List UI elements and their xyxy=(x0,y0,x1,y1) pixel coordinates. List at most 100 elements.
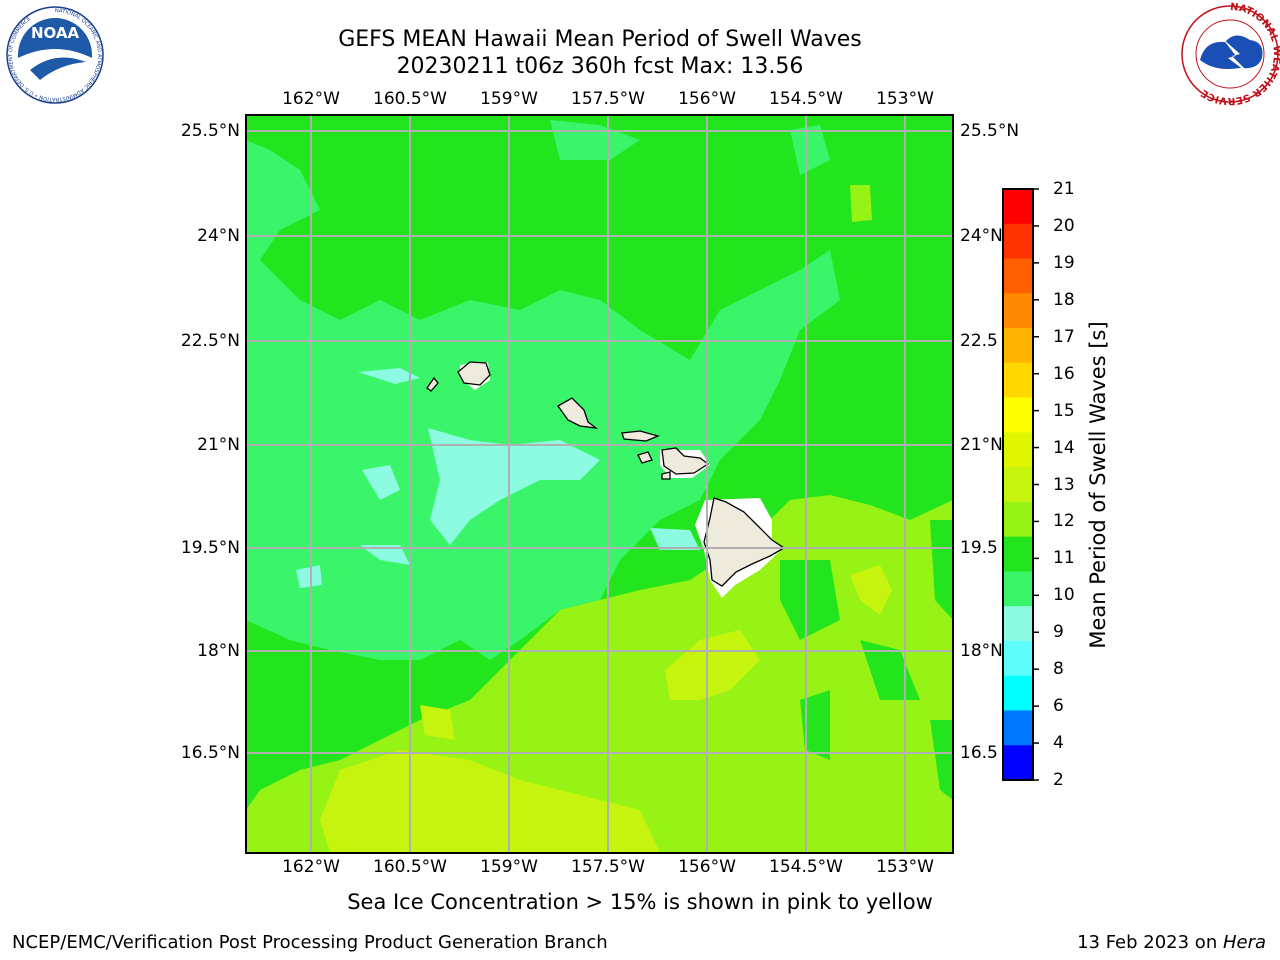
colorbar-segment xyxy=(1003,189,1033,225)
chart-subtitle: 20230211 t06z 360h fcst Max: 13.56 xyxy=(396,54,804,79)
lon-label-bottom: 157.5°W xyxy=(571,857,645,877)
lat-label-right: 18°N xyxy=(960,641,1003,661)
colorbar-segment xyxy=(1003,362,1033,399)
contour-11-12-f xyxy=(850,185,872,222)
colorbar-tick-label: 2 xyxy=(1053,770,1064,790)
colorbar-segment xyxy=(1003,467,1033,503)
lon-label-bottom: 162°W xyxy=(282,857,340,877)
colorbar-segment xyxy=(1003,606,1033,642)
lat-label-right: 16.5 xyxy=(960,743,998,763)
map-frame xyxy=(245,114,954,854)
colorbar-segment xyxy=(1003,223,1033,260)
island-kauai xyxy=(457,361,491,386)
colorbar-tick-label: 18 xyxy=(1053,289,1075,310)
lat-label-left: 25.5°N xyxy=(180,121,240,141)
lon-label-bottom: 159°W xyxy=(480,857,538,877)
noaa-logo-text: NOAA xyxy=(31,24,80,42)
footer-machine: Hera xyxy=(1222,932,1266,953)
contour-9-10-e xyxy=(296,565,322,588)
contour-11-12-a xyxy=(780,560,840,640)
lon-label-top: 153°W xyxy=(876,89,934,109)
colorbar-segment xyxy=(1003,536,1033,572)
colorbar-tick-label: 13 xyxy=(1053,474,1075,495)
colorbar-tick-label: 8 xyxy=(1053,659,1064,680)
colorbar-tick-label: 20 xyxy=(1053,215,1075,236)
colorbar-tick-label: 21 xyxy=(1053,179,1075,199)
nws-logo: NATIONAL WEATHER SERVICE xyxy=(1181,2,1280,106)
lon-label-top: 162°W xyxy=(282,89,340,109)
colorbar-tick-label: 19 xyxy=(1053,252,1075,273)
lat-label-right: 19.5 xyxy=(960,538,998,558)
colorbar-tick-label: 9 xyxy=(1053,622,1064,643)
lon-label-bottom: 154.5°W xyxy=(769,857,843,877)
contour-10-11 xyxy=(246,140,840,660)
noaa-logo: NOAA NATIONAL OCEANIC AND ATMOSPHERIC AD… xyxy=(6,6,104,104)
island-kahoolawe xyxy=(661,471,671,480)
lat-label-left: 18°N xyxy=(197,641,240,661)
chart-title: GEFS MEAN Hawaii Mean Period of Swell Wa… xyxy=(338,27,862,52)
lon-label-top: 157.5°W xyxy=(571,89,645,109)
lon-label-bottom: 153°W xyxy=(876,857,934,877)
colorbar-tick-label: 17 xyxy=(1053,326,1075,347)
colorbar-tick-label: 11 xyxy=(1053,548,1075,569)
contour-9-10-d xyxy=(360,545,410,565)
contour-13-14-b xyxy=(665,630,760,700)
lon-label-top: 154.5°W xyxy=(769,89,843,109)
contour-13-14-d xyxy=(420,705,455,740)
colorbar-tick-label: 14 xyxy=(1053,437,1075,458)
colorbar-segment xyxy=(1003,745,1033,781)
colorbar-segment xyxy=(1003,258,1033,294)
contour-11-12-d xyxy=(800,690,830,760)
contour-13-14-a xyxy=(320,750,660,853)
colorbar-segment xyxy=(1003,571,1033,607)
sea-ice-footnote: Sea Ice Concentration > 15% is shown in … xyxy=(347,890,933,914)
lat-label-right: 22.5 xyxy=(960,331,998,351)
colorbar-tick-label: 4 xyxy=(1053,733,1064,754)
colorbar-segment xyxy=(1003,501,1033,538)
lon-label-top: 159°W xyxy=(480,89,538,109)
island-oahu xyxy=(557,397,599,429)
lon-label-top: 160.5°W xyxy=(373,89,447,109)
contour-11-12-e xyxy=(930,720,953,800)
colorbar-tick-label: 6 xyxy=(1053,696,1064,717)
footer-date-text: 13 Feb 2023 on xyxy=(1077,932,1223,953)
colorbar-segment xyxy=(1003,710,1033,746)
colorbar-tick-label: 12 xyxy=(1053,511,1075,532)
contour-9-10-f xyxy=(650,528,700,550)
lat-label-right: 25.5°N xyxy=(960,121,1020,141)
lat-label-right: 21°N xyxy=(960,435,1003,455)
lat-label-left: 16.5°N xyxy=(180,743,240,763)
contour-9-10-c xyxy=(362,465,400,500)
lat-label-left: 21°N xyxy=(197,435,240,455)
lon-label-bottom: 160.5°W xyxy=(373,857,447,877)
island-niihau xyxy=(426,376,439,392)
lat-label-left: 19.5°N xyxy=(180,538,240,558)
contour-9-10-b xyxy=(428,428,600,545)
island-lanai xyxy=(637,451,653,464)
contour-11-12-c xyxy=(930,520,953,620)
colorbar xyxy=(1002,188,1039,781)
footer-branch: NCEP/EMC/Verification Post Processing Pr… xyxy=(12,932,608,953)
colorbar-tick-label: 10 xyxy=(1053,585,1075,606)
contour-10-11-b xyxy=(790,125,830,175)
colorbar-title: Mean Period of Swell Waves [s] xyxy=(1086,321,1110,649)
colorbar-tick-label: 16 xyxy=(1053,363,1075,384)
contour-13-14-c xyxy=(850,565,892,615)
lat-label-right: 24°N xyxy=(960,226,1003,246)
lon-label-bottom: 156°W xyxy=(678,857,736,877)
colorbar-tick-label: 15 xyxy=(1053,400,1075,421)
island-molokai xyxy=(621,430,660,442)
contour-9-10-a xyxy=(358,368,420,384)
colorbar-segment xyxy=(1003,328,1033,364)
lon-label-top: 156°W xyxy=(678,89,736,109)
colorbar-segment xyxy=(1003,432,1033,468)
map-area xyxy=(246,115,953,853)
map-gridlines xyxy=(246,115,953,853)
lat-label-left: 24°N xyxy=(197,226,240,246)
colorbar-segment xyxy=(1003,293,1033,329)
colorbar-segment xyxy=(1003,397,1033,433)
colorbar-segment xyxy=(1003,675,1033,711)
colorbar-segment xyxy=(1003,640,1033,677)
footer-date: 13 Feb 2023 on Hera xyxy=(1077,932,1266,953)
